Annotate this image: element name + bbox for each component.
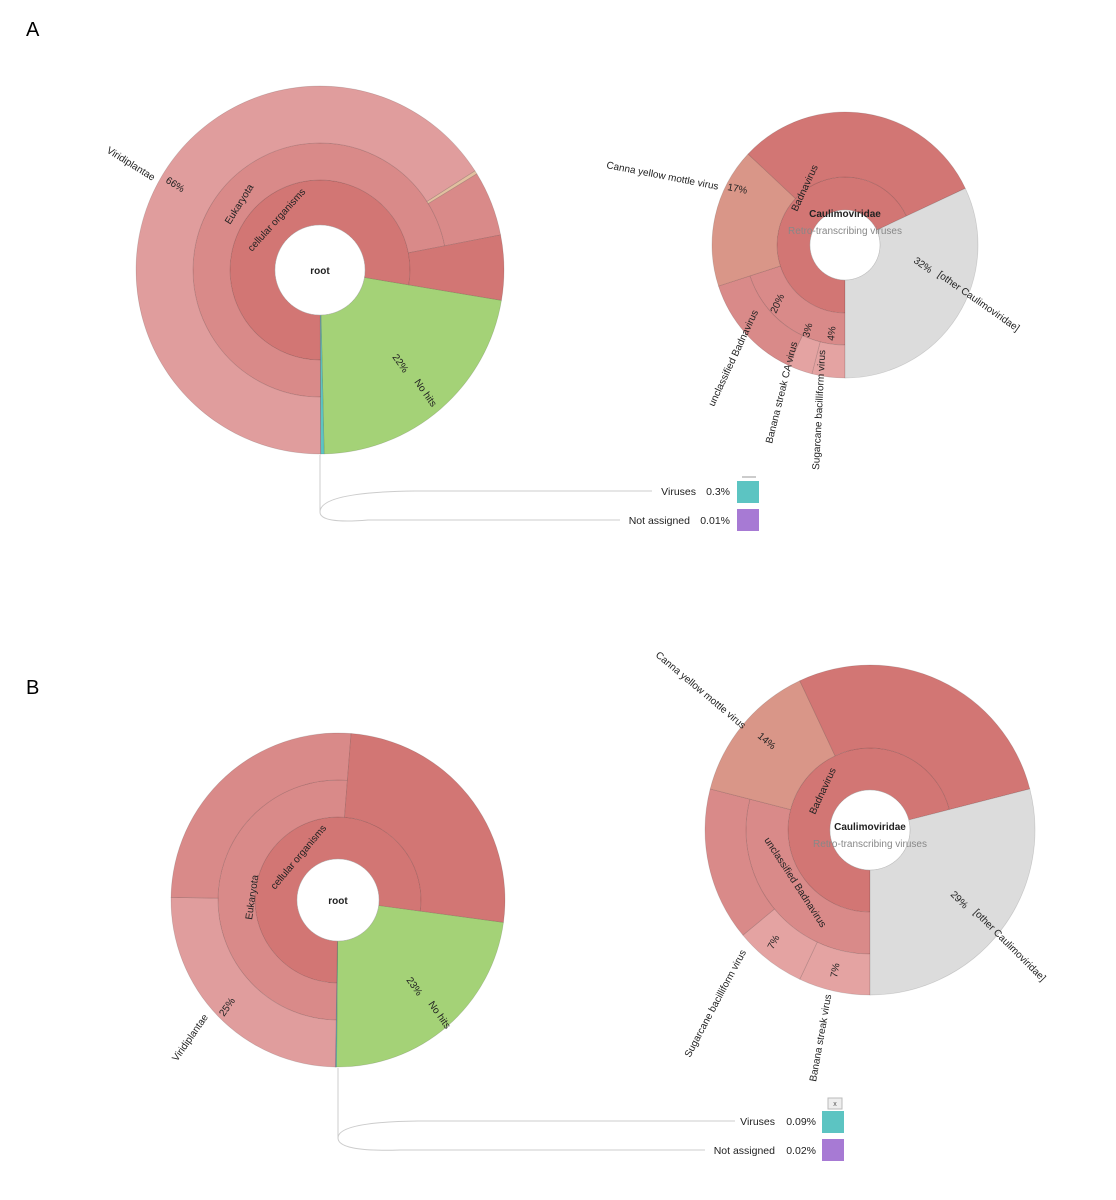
segment-banana-streak-ca-virus[interactable]	[787, 335, 821, 375]
segment-unclassified-badnavirus-rest[interactable]	[718, 275, 803, 366]
segment-eukaryota-rest[interactable]	[170, 732, 352, 899]
panel-label-b: B	[26, 677, 39, 699]
segment-cellular-organisms-rest[interactable]	[407, 234, 505, 301]
segment-percent: 17%	[726, 182, 748, 197]
segment-label: unclassified Badnavirus	[707, 308, 761, 408]
parent-label: Retro-transcribing viruses	[788, 226, 902, 237]
center-hole[interactable]	[274, 224, 366, 316]
legend-name: Not assigned	[714, 1145, 775, 1157]
legend-name: Not assigned	[629, 515, 690, 527]
parent-label: Retro-transcribing viruses	[813, 839, 927, 850]
center-label: root	[328, 896, 348, 907]
segment-label: Canna yellow mottle virus	[605, 160, 719, 193]
legend-b: x Viruses 0.09% Not assigned 0.02%	[337, 1068, 844, 1161]
segment-label: Sugarcane bacilliform virus	[683, 948, 749, 1059]
center-hole[interactable]	[829, 789, 911, 871]
legend-handle[interactable]	[742, 476, 756, 478]
segment-viridiplantae[interactable]	[135, 85, 476, 455]
legend-swatch-viruses[interactable]	[737, 481, 759, 503]
segment-badnavirus-rest[interactable]	[799, 664, 1031, 811]
legend-value: 0.02%	[786, 1145, 816, 1157]
legend-value: 0.01%	[700, 515, 730, 527]
legend-swatch-viruses[interactable]	[822, 1111, 844, 1133]
segment-label: Viridiplantae	[104, 145, 157, 184]
center-hole[interactable]	[809, 209, 881, 281]
sunburst-b-detail[interactable]	[704, 664, 1036, 996]
legend-value: 0.3%	[706, 486, 730, 498]
panel-label-a: A	[26, 19, 40, 41]
segment-percent: 4%	[826, 326, 838, 342]
center-hole[interactable]	[296, 858, 380, 942]
close-button[interactable]	[827, 1097, 843, 1110]
sunburst-b-overview[interactable]	[170, 732, 506, 1068]
legend-swatch-not-assigned[interactable]	[822, 1139, 844, 1161]
segment-label: Viridiplantae	[170, 1012, 211, 1064]
segment-percent: 7%	[829, 962, 842, 978]
segment-viridiplantae[interactable]	[170, 897, 337, 1068]
segment-cellular-organisms-rest[interactable]	[344, 733, 506, 923]
segment-sugarcane-bacilliform-virus[interactable]	[811, 341, 846, 379]
legend-value: 0.09%	[786, 1116, 816, 1128]
legend-swatch-not-assigned[interactable]	[737, 509, 759, 531]
segment-canna-yellow-mottle-virus[interactable]	[711, 153, 796, 287]
center-label: Caulimoviridae	[809, 209, 881, 220]
legend-name: Viruses	[661, 486, 696, 498]
segment-label: Canna yellow mottle virus	[653, 650, 747, 732]
segment-label: Banana streak virus	[808, 994, 834, 1083]
segment-eukaryota[interactable]	[217, 779, 348, 1021]
legend-name: Viruses	[740, 1116, 775, 1128]
legend-a: Viruses 0.3% Not assigned 0.01%	[319, 455, 759, 531]
center-label: Caulimoviridae	[834, 822, 906, 833]
center-label: root	[310, 266, 330, 277]
sunburst-a-detail[interactable]	[711, 111, 979, 379]
segment-percent: 3%	[801, 322, 815, 339]
close-icon: x	[833, 1101, 837, 1108]
segment-badnavirus-rest[interactable]	[747, 111, 966, 217]
sunburst-a-overview[interactable]	[135, 85, 505, 455]
segment-unclassified-badnavirus[interactable]	[745, 798, 871, 955]
segment-canna-yellow-mottle-virus[interactable]	[709, 680, 836, 811]
